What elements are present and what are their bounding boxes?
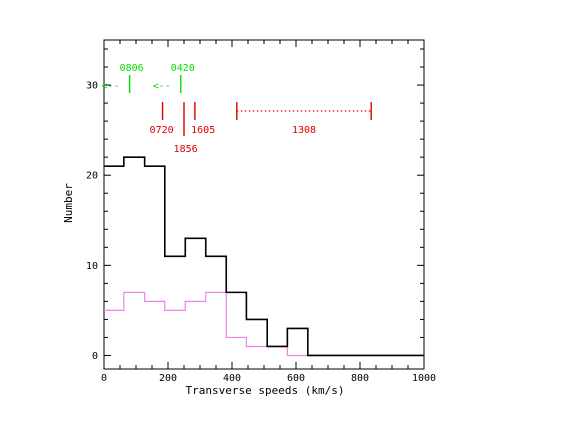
x-axis-label: Transverse speeds (km/s) [186, 384, 345, 397]
y-tick-label: 30 [86, 81, 98, 92]
red-marker-label: 1856 [174, 144, 198, 155]
x-tick-label: 400 [223, 373, 241, 384]
green-marker-label: 0806 [120, 63, 144, 74]
x-tick-label: 800 [351, 373, 369, 384]
y-tick-label: 0 [92, 351, 98, 362]
histogram-step-line [104, 291, 424, 357]
x-tick-label: 600 [287, 373, 305, 384]
x-tick-label: 0 [101, 373, 107, 384]
axis-ticks: 0 200 400 600 800 1000 0 10 20 30 [86, 40, 436, 384]
y-axis-label: Number [62, 183, 75, 223]
green-arrow-label: <-- [153, 81, 171, 92]
green-arrow-label: <-- [102, 81, 120, 92]
red-marker-label: 0720 [150, 125, 174, 136]
red-marker-label: 1605 [191, 125, 215, 136]
y-tick-label: 20 [86, 171, 98, 182]
histogram-step-line [104, 156, 424, 357]
series-layer [104, 156, 424, 357]
range-marker-label: 1308 [292, 125, 316, 136]
y-tick-label: 10 [86, 261, 98, 272]
green-marker-label: 0420 [171, 63, 195, 74]
x-tick-label: 200 [159, 373, 177, 384]
x-tick-label: 1000 [412, 373, 436, 384]
